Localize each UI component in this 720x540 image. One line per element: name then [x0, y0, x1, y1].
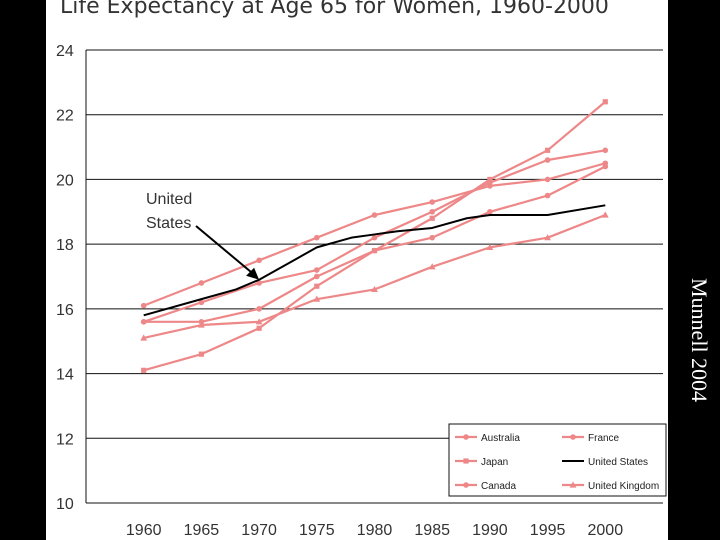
x-tick-label: 1970: [241, 522, 277, 539]
data-point-france: [198, 299, 205, 306]
legend-label: Australia: [481, 433, 520, 444]
chart-title: Life Expectancy at Age 65 for Women, 196…: [60, 0, 609, 19]
x-tick-label: 1985: [414, 522, 450, 539]
series-line-united-states: [143, 204, 606, 317]
y-tick-label: 14: [56, 367, 74, 384]
data-point-canada: [487, 183, 493, 189]
legend-item-japan: Japan: [455, 457, 508, 468]
legend-label: Canada: [481, 481, 516, 492]
annotation-arrow: [195, 225, 254, 275]
data-point-france: [602, 147, 609, 154]
data-point-japan: [198, 351, 204, 357]
legend-item-canada: Canada: [455, 481, 516, 492]
life-expectancy-chart: 10 12 14 16 18 20 22 24 1960 1965 1970 1975 1980 1985…: [56, 43, 667, 539]
data-point-united-kingdom: [486, 243, 494, 250]
side-caption-text: Munnell 2004: [687, 278, 712, 403]
x-tick-label: 1960: [126, 522, 162, 539]
legend: Australia France Japan United States Canada U…: [448, 423, 667, 497]
x-tick-label: 2000: [588, 522, 624, 539]
data-point-japan: [314, 283, 320, 289]
data-point-united-kingdom: [198, 321, 205, 328]
data-point-france: [256, 280, 262, 286]
x-tick-label: 1980: [357, 522, 393, 539]
legend-label: United States: [588, 457, 648, 468]
data-point-canada: [198, 280, 205, 286]
data-point-united-kingdom: [601, 211, 609, 218]
y-tick-label: 12: [56, 431, 74, 448]
data-point-france: [371, 234, 378, 241]
legend-item-france: France: [562, 433, 620, 444]
y-tick-label: 16: [56, 302, 74, 319]
data-point-canada: [602, 160, 609, 167]
y-tick-label: 10: [56, 496, 74, 513]
series-canada: [140, 160, 609, 309]
legend-marker: [569, 481, 577, 488]
data-point-united-kingdom: [428, 263, 436, 270]
legend-marker: [463, 482, 469, 488]
data-point-canada: [371, 212, 378, 218]
legend-label: Japan: [481, 457, 508, 468]
data-point-canada: [256, 257, 262, 264]
legend-marker: [463, 434, 469, 440]
x-tick-label: 1995: [530, 522, 566, 539]
y-tick-label: 24: [56, 43, 74, 60]
data-point-japan: [545, 147, 551, 153]
legend-label: France: [588, 433, 620, 444]
side-caption: Munnell 2004: [682, 250, 712, 450]
data-point-canada: [314, 234, 320, 241]
slide-panel: Life Expectancy at Age 65 for Women, 196…: [46, 0, 668, 540]
legend-box: [448, 423, 667, 497]
x-tick-label: 1990: [472, 522, 508, 539]
data-point-japan: [487, 176, 493, 183]
data-point-japan: [371, 248, 378, 254]
legend-label: United Kingdom: [588, 481, 659, 492]
data-point-japan: [429, 215, 435, 221]
data-point-japan: [141, 367, 147, 373]
data-point-australia: [487, 208, 493, 215]
data-point-australia: [544, 192, 551, 199]
data-point-united-kingdom: [313, 295, 321, 302]
legend-item-united-kingdom: United Kingdom: [562, 481, 659, 492]
annotation-label-line1: United: [146, 191, 192, 208]
legend-item-united-states: United States: [562, 457, 648, 468]
data-point-united-kingdom: [544, 234, 551, 241]
series-united-kingdom: [140, 211, 609, 341]
data-point-canada: [140, 302, 147, 309]
data-point-united-kingdom: [371, 285, 378, 293]
series-japan: [141, 99, 608, 373]
annotation-label-line2: States: [146, 215, 191, 232]
annotation-arrowhead: [246, 267, 260, 280]
data-point-canada: [429, 199, 436, 205]
data-point-france: [429, 208, 436, 215]
legend-item-australia: Australia: [455, 433, 520, 444]
legend-marker: [463, 458, 469, 464]
legend-marker: [570, 434, 576, 440]
x-tick-label: 1965: [184, 522, 220, 539]
data-point-france: [544, 157, 551, 163]
data-point-australia: [314, 273, 320, 280]
data-point-france: [314, 267, 320, 273]
series-united-states: [143, 204, 606, 317]
data-point-japan: [256, 325, 262, 331]
series-france: [140, 147, 609, 325]
y-tick-label: 20: [56, 172, 74, 189]
data-point-australia: [256, 306, 262, 312]
data-point-canada: [544, 176, 551, 183]
data-point-japan: [602, 99, 608, 105]
x-tick-label: 1975: [299, 522, 335, 539]
y-tick-label: 18: [56, 237, 74, 254]
y-tick-label: 22: [56, 108, 74, 125]
data-point-australia: [429, 234, 436, 241]
data-point-united-kingdom: [140, 334, 148, 341]
data-point-france: [140, 319, 147, 325]
data-point-united-kingdom: [255, 318, 263, 325]
